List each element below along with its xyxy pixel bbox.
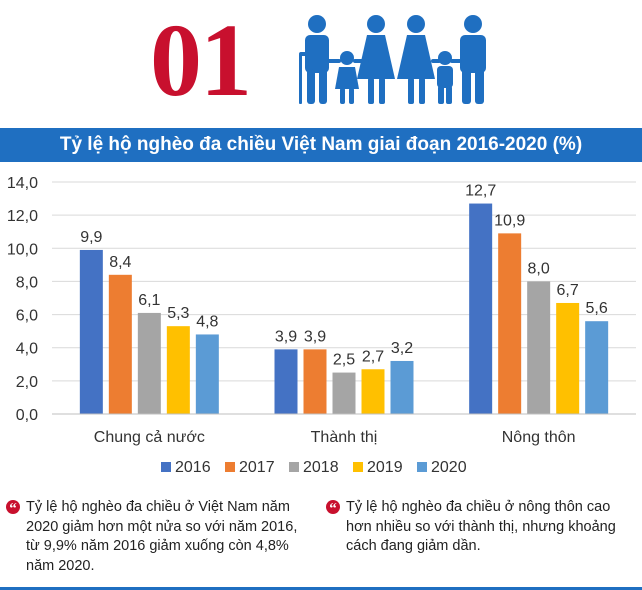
- bar: [303, 349, 327, 414]
- data-label: 2,5: [333, 352, 355, 369]
- data-label: 6,7: [557, 282, 579, 299]
- data-label: 3,9: [275, 328, 297, 345]
- data-label: 2,7: [362, 348, 384, 365]
- data-label: 3,2: [391, 340, 413, 357]
- bar: [274, 349, 298, 414]
- legend-swatch: [225, 462, 235, 472]
- quote-icon: “: [326, 500, 340, 517]
- data-label: 3,9: [304, 328, 326, 345]
- bar: [332, 372, 356, 414]
- legend-label: 2016: [175, 459, 211, 476]
- bar: [390, 360, 414, 414]
- bar: [166, 326, 190, 414]
- y-tick-label: 0,0: [16, 407, 38, 424]
- y-tick-label: 14,0: [7, 175, 38, 192]
- y-tick-label: 4,0: [16, 341, 38, 358]
- bar: [556, 302, 580, 414]
- note-1-text: Tỷ lệ hộ nghèo đa chiều ở Việt Nam năm 2…: [26, 499, 298, 574]
- x-tick-label: Thành thị: [311, 429, 378, 446]
- data-label: 8,0: [528, 260, 550, 277]
- bar: [585, 321, 609, 414]
- note-1: “ Tỷ lệ hộ nghèo đa chiều ở Việt Nam năm…: [6, 498, 306, 576]
- legend-swatch: [353, 462, 363, 472]
- x-tick-label: Chung cả nước: [94, 429, 205, 446]
- family-icon: [299, 15, 486, 104]
- legend-label: 2017: [239, 459, 275, 476]
- data-label: 8,4: [109, 254, 131, 271]
- legend-label: 2020: [431, 459, 467, 476]
- y-tick-label: 12,0: [7, 208, 38, 225]
- note-2: “ Tỷ lệ hộ nghèo đa chiều ở nông thôn ca…: [326, 498, 632, 557]
- y-tick-label: 10,0: [7, 241, 38, 258]
- y-tick-label: 2,0: [16, 374, 38, 391]
- note-2-text: Tỷ lệ hộ nghèo đa chiều ở nông thôn cao …: [346, 499, 616, 554]
- bar: [195, 334, 219, 414]
- bar: [527, 281, 551, 414]
- x-tick-label: Nông thôn: [502, 429, 576, 446]
- data-label: 12,7: [465, 183, 496, 200]
- bar: [137, 312, 161, 414]
- legend-swatch: [417, 462, 427, 472]
- legend-label: 2019: [367, 459, 403, 476]
- data-label: 6,1: [138, 292, 160, 309]
- chart-title: Tỷ lệ hộ nghèo đa chiều Việt Nam giai đo…: [0, 128, 642, 162]
- y-tick-label: 6,0: [16, 308, 38, 325]
- quote-icon: “: [6, 500, 20, 517]
- bottom-rule: [0, 587, 642, 590]
- legend-swatch: [289, 462, 299, 472]
- bar: [361, 369, 385, 414]
- legend-label: 2018: [303, 459, 339, 476]
- data-label: 5,3: [167, 305, 189, 322]
- data-label: 5,6: [586, 300, 608, 317]
- data-label: 4,8: [196, 313, 218, 330]
- bar: [108, 274, 132, 414]
- legend-swatch: [161, 462, 171, 472]
- bar: [79, 249, 103, 414]
- bar: [469, 203, 493, 414]
- bar: [498, 233, 522, 414]
- section-number: 01: [150, 3, 252, 118]
- header: 01: [0, 0, 642, 125]
- data-label: 10,9: [494, 212, 525, 229]
- bar-chart: 0,0 2,0 4,0 6,0 8,0 10,0 12,0 14,0 9,9 8,4 6,1 5,3 4…: [7, 175, 636, 476]
- data-label: 9,9: [80, 229, 102, 246]
- y-tick-label: 8,0: [16, 274, 38, 291]
